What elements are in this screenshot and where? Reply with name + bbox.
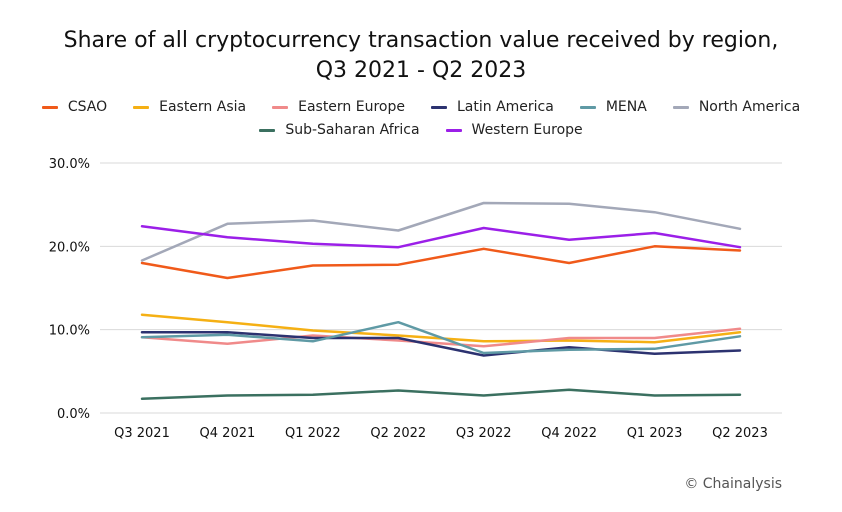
y-tick-label: 30.0% <box>49 157 90 172</box>
legend-swatch <box>41 105 58 109</box>
x-tick-label: Q1 2022 <box>285 426 341 441</box>
legend-swatch <box>259 128 276 132</box>
legend-label: Sub-Saharan Africa <box>285 122 420 138</box>
legend-swatch <box>579 105 596 109</box>
y-tick-label: 10.0% <box>49 324 90 339</box>
series-lines <box>140 201 742 401</box>
series-line-csao <box>140 245 742 280</box>
x-tick-label: Q1 2023 <box>627 426 683 441</box>
legend-item-eastern-asia: Eastern Asia <box>133 99 246 115</box>
legend-swatch <box>672 105 689 109</box>
legend-swatch <box>430 105 447 109</box>
legend-swatch <box>445 128 462 132</box>
x-axis-ticks: Q3 2021 Q4 2021 Q1 2022 Q2 2022 Q3 2022 Q4 20… <box>114 426 768 441</box>
legend-item-north-america: North America <box>672 99 801 115</box>
legend-label: Western Europe <box>471 122 583 138</box>
series-line-north-america <box>140 201 742 262</box>
y-tick-label: 0.0% <box>57 407 90 422</box>
gridlines <box>100 162 782 414</box>
series-line-mena <box>140 320 742 355</box>
chart-subtitle: Q3 2021 - Q2 2023 <box>315 58 527 83</box>
series-line-sub-saharan-africa <box>140 388 742 401</box>
y-axis-ticks: 0.0% 10.0% 20.0% 30.0% <box>49 157 90 422</box>
legend-label: Eastern Europe <box>298 99 405 115</box>
legend-swatch <box>272 105 289 109</box>
x-tick-label: Q2 2022 <box>370 426 426 441</box>
legend-label: Eastern Asia <box>159 99 247 115</box>
series-line-eastern-europe <box>140 327 742 348</box>
x-tick-label: Q4 2022 <box>541 426 597 441</box>
series-line-latin-america <box>140 330 742 357</box>
legend-item-mena: MENA <box>579 99 647 115</box>
x-tick-label: Q2 2023 <box>712 426 768 441</box>
legend-label: CSAO <box>67 99 108 115</box>
chart-title: Share of all cryptocurrency transaction … <box>63 28 779 53</box>
legend-row-2: Sub-Saharan Africa Western Europe <box>0 122 842 138</box>
source-credit: © Chainalysis <box>684 476 782 492</box>
legend-label: Latin America <box>456 99 554 115</box>
legend-swatch <box>133 105 150 109</box>
legend-item-western-europe: Western Europe <box>445 122 583 138</box>
legend-item-sub-saharan-africa: Sub-Saharan Africa <box>259 122 420 138</box>
series-line-western-europe <box>140 225 742 249</box>
legend-label: North America <box>698 99 801 115</box>
legend-label: MENA <box>605 99 647 115</box>
x-tick-label: Q3 2021 <box>114 426 170 441</box>
legend-item-latin-america: Latin America <box>430 99 554 115</box>
legend: CSAO Eastern Asia Eastern Europe Latin Amer… <box>0 99 842 115</box>
x-tick-label: Q4 2021 <box>200 426 256 441</box>
x-tick-label: Q3 2022 <box>456 426 512 441</box>
legend-item-csao: CSAO <box>41 99 108 115</box>
legend-item-eastern-europe: Eastern Europe <box>272 99 405 115</box>
y-tick-label: 20.0% <box>49 240 90 255</box>
